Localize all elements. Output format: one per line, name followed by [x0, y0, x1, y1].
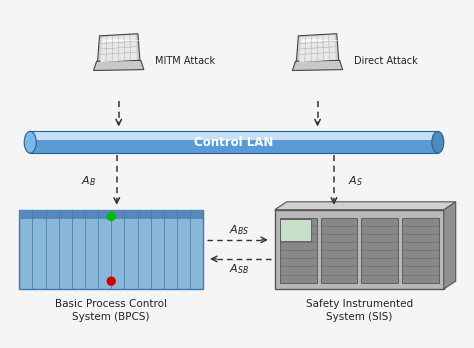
Text: $A_{BS}$: $A_{BS}$: [229, 223, 249, 237]
Text: Direct Attack: Direct Attack: [354, 56, 418, 66]
Text: Safety Instrumented: Safety Instrumented: [306, 299, 413, 309]
Polygon shape: [103, 39, 145, 42]
Ellipse shape: [24, 131, 36, 153]
Text: System (BPCS): System (BPCS): [73, 312, 150, 322]
Polygon shape: [444, 202, 456, 289]
Text: Basic Process Control: Basic Process Control: [55, 299, 167, 309]
Polygon shape: [100, 35, 137, 62]
Text: $A_{SB}$: $A_{SB}$: [229, 262, 249, 276]
FancyBboxPatch shape: [19, 210, 203, 219]
Polygon shape: [292, 60, 343, 71]
Polygon shape: [93, 60, 144, 71]
Ellipse shape: [432, 131, 444, 153]
FancyBboxPatch shape: [361, 218, 398, 283]
FancyBboxPatch shape: [19, 210, 203, 289]
Polygon shape: [96, 61, 142, 63]
Text: $A_B$: $A_B$: [82, 175, 96, 188]
FancyBboxPatch shape: [275, 210, 444, 289]
Polygon shape: [301, 39, 344, 42]
FancyBboxPatch shape: [30, 131, 438, 140]
Circle shape: [107, 213, 115, 220]
Circle shape: [107, 277, 115, 285]
FancyBboxPatch shape: [320, 218, 357, 283]
FancyBboxPatch shape: [280, 219, 311, 242]
Text: $A_S$: $A_S$: [348, 175, 363, 188]
Text: System (SIS): System (SIS): [326, 312, 392, 322]
FancyBboxPatch shape: [280, 218, 317, 283]
FancyBboxPatch shape: [30, 131, 438, 153]
FancyBboxPatch shape: [402, 218, 439, 283]
Polygon shape: [296, 34, 339, 63]
Text: MITM Attack: MITM Attack: [155, 56, 216, 66]
Polygon shape: [294, 61, 340, 63]
Text: Control LAN: Control LAN: [194, 136, 273, 149]
Polygon shape: [275, 202, 456, 210]
Polygon shape: [299, 35, 336, 62]
Polygon shape: [98, 34, 140, 63]
